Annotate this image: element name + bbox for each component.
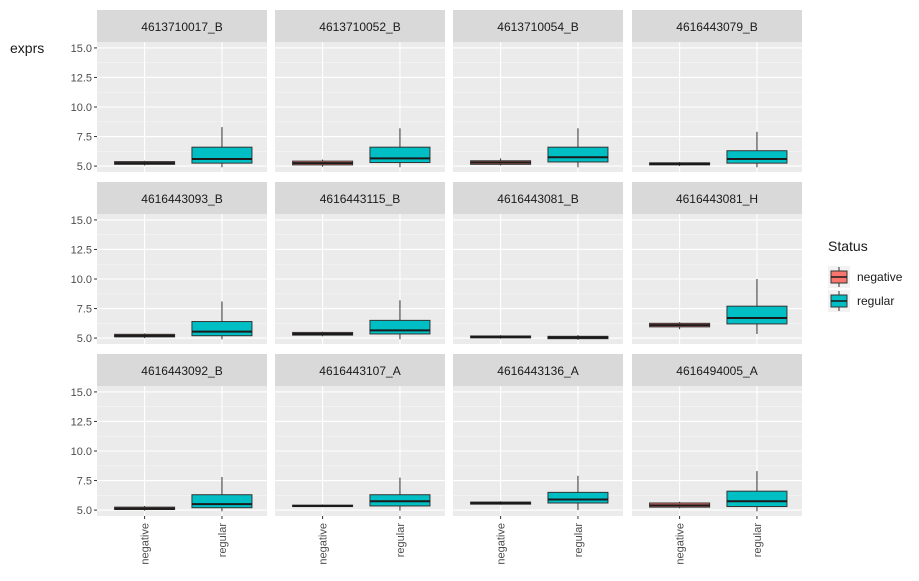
y-tick-label: 5.0 — [77, 505, 92, 517]
y-tick-label: 10.0 — [71, 102, 92, 114]
box-regular — [191, 146, 253, 164]
y-tick-label: 15.0 — [71, 215, 92, 227]
facet-strip — [632, 354, 802, 386]
facet-strip-title: 4616443115_B — [320, 192, 401, 206]
y-tick-label: 12.5 — [71, 416, 92, 428]
facet-panel: 4616443079_B — [632, 10, 802, 172]
facet-panel: 4616443093_B 5.0 7.5 10.0 12.5 15.0 — [71, 182, 267, 345]
facet-panel: 4616443107_A negative regular — [275, 354, 445, 565]
x-tick-label: negative — [496, 523, 508, 565]
y-axis-label: exprs — [10, 40, 44, 56]
x-tick-label: regular — [573, 523, 585, 558]
facet-strip — [275, 354, 445, 386]
legend: Status negative regular — [828, 238, 903, 312]
facet-strip — [453, 354, 623, 386]
x-tick-label: regular — [752, 523, 764, 558]
x-tick-label: negative — [675, 523, 687, 565]
y-tick-label: 5.0 — [77, 161, 92, 173]
x-tick-label: regular — [217, 523, 229, 558]
box-regular — [191, 321, 253, 337]
facet-strip-title: 4613710017_B — [141, 20, 222, 34]
y-tick-label: 12.5 — [71, 244, 92, 256]
y-tick-label: 15.0 — [71, 387, 92, 399]
facet-panel: 4616443115_B — [275, 182, 445, 344]
box-regular — [369, 319, 431, 335]
facet-strip — [453, 10, 623, 42]
facet-strip-title: 4613710054_B — [497, 20, 578, 34]
facet-strip-title: 4616443081_H — [676, 192, 758, 206]
facet-strip — [97, 182, 267, 214]
legend-label: regular — [857, 294, 894, 308]
facet-strip — [632, 10, 802, 42]
facet-panel: 4616443081_B — [453, 182, 623, 344]
facet-strip — [453, 182, 623, 214]
box-regular — [726, 490, 788, 508]
box-regular — [726, 305, 788, 325]
facet-strip-title: 4616443079_B — [676, 20, 757, 34]
box-regular — [369, 146, 431, 164]
facet-strip-title: 4616443136_A — [497, 364, 578, 378]
facet-strip-title: 4616443081_B — [497, 192, 578, 206]
facet-strip-title: 4616443093_B — [141, 192, 222, 206]
facet-strip — [632, 182, 802, 214]
y-tick-label: 7.5 — [77, 476, 92, 488]
box-regular — [547, 146, 609, 163]
facet-strip — [97, 354, 267, 386]
legend-title: Status — [828, 238, 868, 254]
y-tick-label: 5.0 — [77, 333, 92, 345]
facet-strip — [275, 10, 445, 42]
y-tick-label: 7.5 — [77, 132, 92, 144]
facet-panel: 4616443136_A negative regular — [453, 354, 623, 565]
x-tick-label: negative — [318, 523, 330, 565]
facet-panel: 4613710054_B — [453, 10, 623, 172]
y-tick-label: 10.0 — [71, 446, 92, 458]
facet-strip — [97, 10, 267, 42]
facet-panel: 4613710017_B 5.0 7.5 10.0 12.5 15.0 — [71, 10, 267, 173]
y-tick-label: 15.0 — [71, 43, 92, 55]
facet-strip-title: 4616443092_B — [141, 364, 222, 378]
facet-strip-title: 4616494005_A — [676, 364, 757, 378]
facet-strip-title: 4613710052_B — [319, 20, 400, 34]
box-regular — [726, 150, 788, 164]
x-tick-label: regular — [395, 523, 407, 558]
box-regular — [547, 491, 609, 504]
y-tick-label: 12.5 — [71, 72, 92, 84]
x-tick-label: negative — [140, 523, 152, 565]
y-tick-label: 7.5 — [77, 304, 92, 316]
box-regular — [191, 494, 253, 509]
facet-panel: 4616494005_A negative regular — [632, 354, 802, 565]
facet-panel: 4616443092_B 5.0 7.5 10.0 12.5 15.0 negative re… — [71, 354, 267, 565]
y-tick-label: 10.0 — [71, 274, 92, 286]
legend-label: negative — [857, 270, 903, 284]
facet-panel: 4616443081_H — [632, 182, 802, 344]
facet-strip — [275, 182, 445, 214]
facet-strip-title: 4616443107_A — [319, 364, 400, 378]
facet-panel: 4613710052_B — [275, 10, 445, 172]
